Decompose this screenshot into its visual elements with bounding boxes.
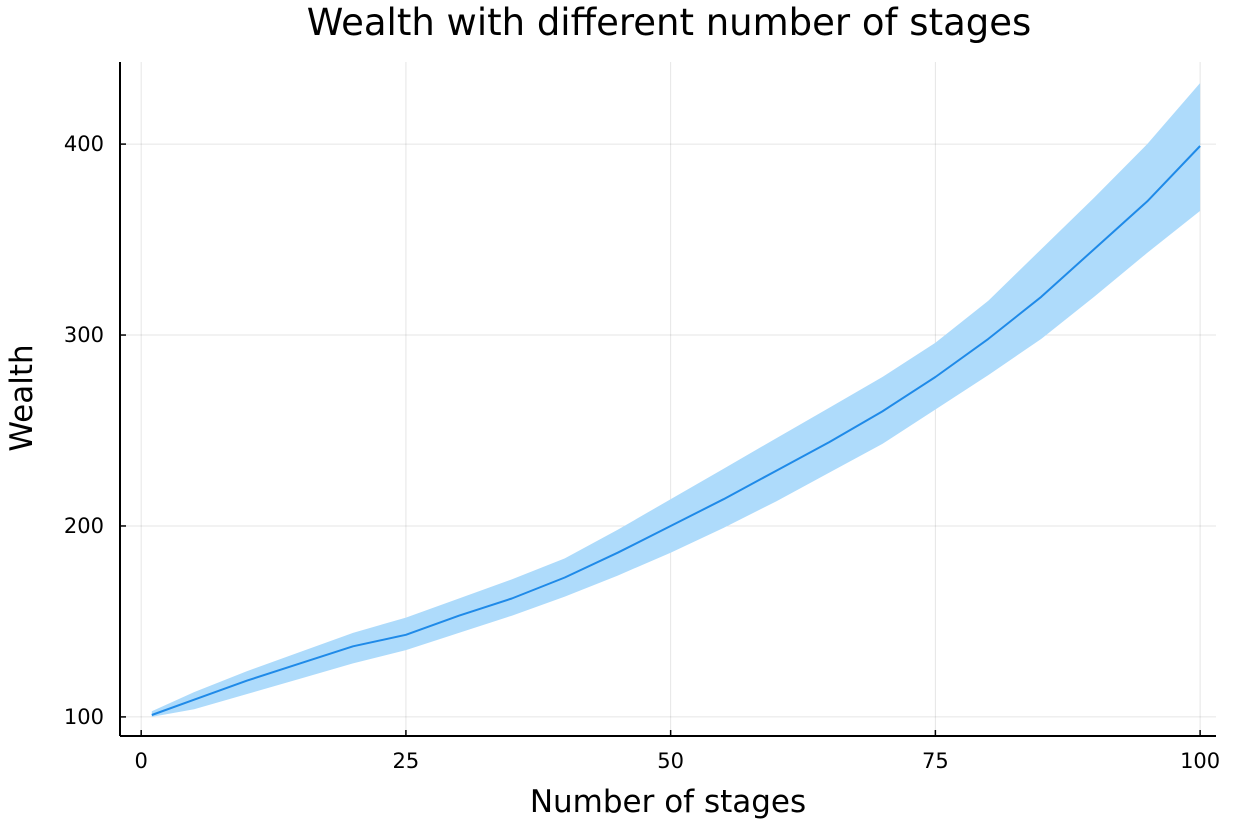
x-tick-label: 50	[657, 749, 684, 773]
grid-lines	[120, 62, 1216, 736]
y-tick-label: 300	[64, 323, 104, 347]
y-tick-label: 200	[64, 514, 104, 538]
series-line	[151, 145, 1201, 716]
confidence-band	[151, 83, 1201, 717]
axes	[119, 62, 1216, 737]
chart-title: Wealth with different number of stages	[307, 1, 1032, 44]
tick-labels: 0 25 50 75 100 100 200 300 400	[64, 132, 1220, 773]
x-tick-label: 0	[134, 749, 147, 773]
series-line-layer	[151, 145, 1201, 716]
y-tick-label: 100	[64, 705, 104, 729]
x-tick-label: 100	[1180, 749, 1220, 773]
y-axis-label: Wealth	[4, 344, 40, 451]
x-axis-label: Number of stages	[530, 784, 806, 820]
x-tick-label: 75	[922, 749, 949, 773]
y-tick-label: 400	[64, 132, 104, 156]
x-tick-label: 25	[393, 749, 420, 773]
confidence-band-layer	[151, 83, 1201, 717]
